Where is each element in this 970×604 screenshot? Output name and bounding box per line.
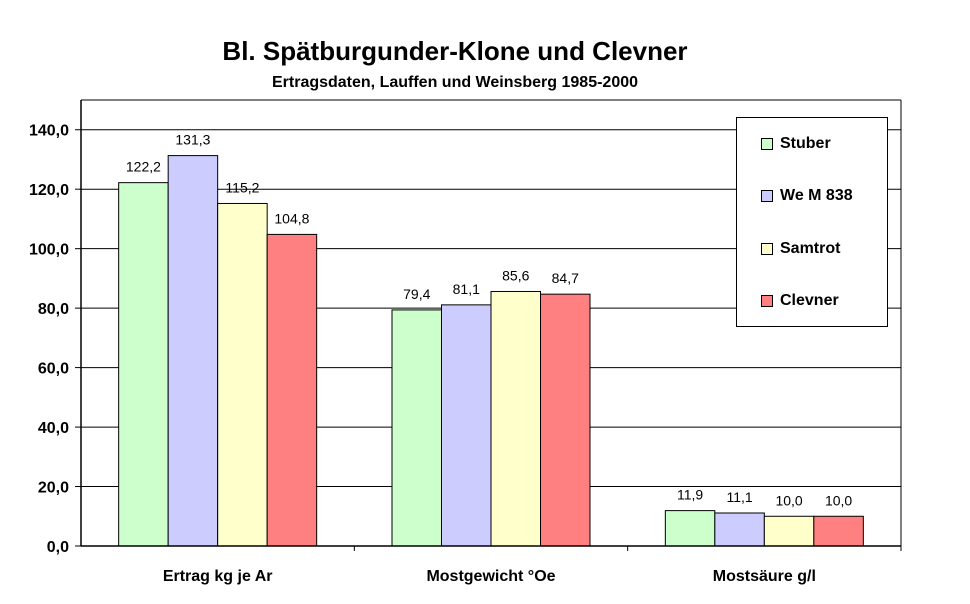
chart-title: Bl. Spätburgunder-Klone und Clevner bbox=[222, 36, 688, 66]
legend-label-2: Samtrot bbox=[780, 240, 841, 257]
bar-3-1 bbox=[540, 293, 591, 547]
bar-1-1 bbox=[441, 304, 492, 547]
bar-0-1 bbox=[391, 309, 442, 547]
category-label-1: Mostgewicht °Oe bbox=[426, 568, 555, 585]
legend-swatch-0 bbox=[761, 138, 773, 150]
bar-3-0 bbox=[266, 233, 318, 547]
data-label-0-1: 79,4 bbox=[403, 286, 430, 302]
data-label-2-1: 85,6 bbox=[502, 267, 529, 283]
data-label-3-2: 10,0 bbox=[825, 492, 852, 508]
y-tick-label-2: 40,0 bbox=[38, 420, 69, 437]
data-label-1-1: 81,1 bbox=[453, 281, 480, 297]
legend-item-3: Clevner bbox=[761, 291, 839, 311]
bar-0-2 bbox=[664, 510, 716, 547]
data-label-2-0: 115,2 bbox=[225, 179, 259, 195]
legend-swatch-2 bbox=[761, 243, 773, 255]
bar-2-0 bbox=[217, 202, 268, 547]
bar-1-0 bbox=[167, 155, 219, 547]
legend-swatch-1 bbox=[761, 190, 773, 202]
legend-label-1: We M 838 bbox=[780, 187, 853, 204]
data-label-1-0: 131,3 bbox=[175, 132, 210, 148]
bar-0-0 bbox=[118, 182, 169, 547]
data-label-3-0: 104,8 bbox=[274, 210, 309, 226]
y-tick-label-1: 20,0 bbox=[38, 480, 69, 497]
data-label-0-0: 122,2 bbox=[126, 159, 161, 175]
y-tick-label-3: 60,0 bbox=[38, 361, 69, 378]
bar-2-2 bbox=[763, 515, 815, 547]
data-label-0-2: 11,9 bbox=[677, 487, 703, 503]
legend-item-0: Stuber bbox=[761, 134, 831, 154]
y-tick-label-6: 120,0 bbox=[29, 182, 69, 199]
legend-item-2: Samtrot bbox=[761, 239, 840, 259]
legend-item-1: We M 838 bbox=[761, 186, 853, 206]
legend-swatch-3 bbox=[761, 295, 773, 307]
legend-label-3: Clevner bbox=[780, 292, 839, 309]
chart-subtitle: Ertragsdaten, Lauffen und Weinsberg 1985… bbox=[271, 74, 639, 91]
bar-3-2 bbox=[813, 515, 864, 547]
data-label-2-2: 10,0 bbox=[775, 492, 802, 508]
legend: Stuber We M 838 Samtrot Clevner bbox=[736, 117, 888, 327]
y-tick-label-0: 0,0 bbox=[47, 539, 69, 556]
bar-2-1 bbox=[490, 290, 541, 547]
legend-label-0: Stuber bbox=[780, 135, 831, 152]
y-tick-label-5: 100,0 bbox=[29, 242, 69, 259]
data-label-3-1: 84,7 bbox=[552, 270, 579, 286]
data-label-1-2: 11,1 bbox=[726, 489, 752, 505]
category-label-2: Mostsäure g/l bbox=[713, 568, 816, 585]
y-tick-label-7: 140,0 bbox=[29, 123, 69, 140]
y-tick-label-4: 80,0 bbox=[38, 301, 69, 318]
category-label-0: Ertrag kg je Ar bbox=[163, 568, 273, 585]
bar-1-2 bbox=[714, 512, 765, 547]
